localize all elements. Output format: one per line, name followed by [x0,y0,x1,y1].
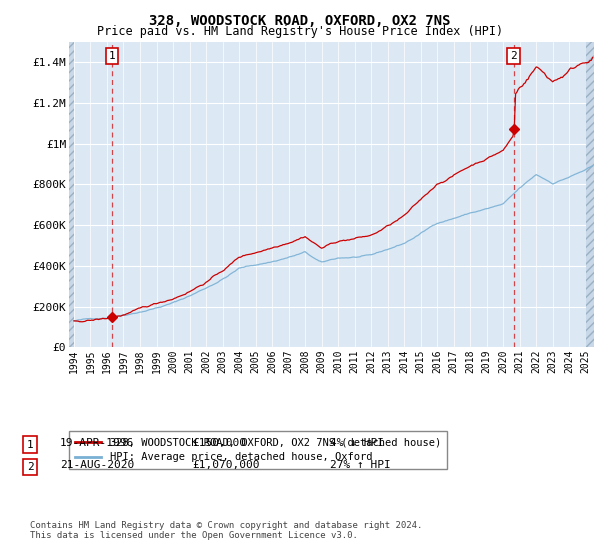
Text: 328, WOODSTOCK ROAD, OXFORD, OX2 7NS: 328, WOODSTOCK ROAD, OXFORD, OX2 7NS [149,14,451,28]
Text: Contains HM Land Registry data © Crown copyright and database right 2024.
This d: Contains HM Land Registry data © Crown c… [30,521,422,540]
Text: 21-AUG-2020: 21-AUG-2020 [60,460,134,470]
Text: Price paid vs. HM Land Registry's House Price Index (HPI): Price paid vs. HM Land Registry's House … [97,25,503,38]
Text: 4% ↓ HPI: 4% ↓ HPI [330,438,384,448]
Text: £150,000: £150,000 [192,438,246,448]
Text: £1,070,000: £1,070,000 [192,460,260,470]
Bar [586,42,594,347]
Bar [69,42,74,347]
Bar [586,42,594,347]
Text: 1: 1 [26,440,34,450]
Text: 1: 1 [109,51,115,61]
Text: 2: 2 [510,51,517,61]
Text: 19-APR-1996: 19-APR-1996 [60,438,134,448]
Legend: 328, WOODSTOCK ROAD, OXFORD, OX2 7NS (detached house), HPI: Average price, detac: 328, WOODSTOCK ROAD, OXFORD, OX2 7NS (de… [69,431,447,469]
Text: 27% ↑ HPI: 27% ↑ HPI [330,460,391,470]
Text: 2: 2 [26,462,34,472]
Bar [69,42,74,347]
